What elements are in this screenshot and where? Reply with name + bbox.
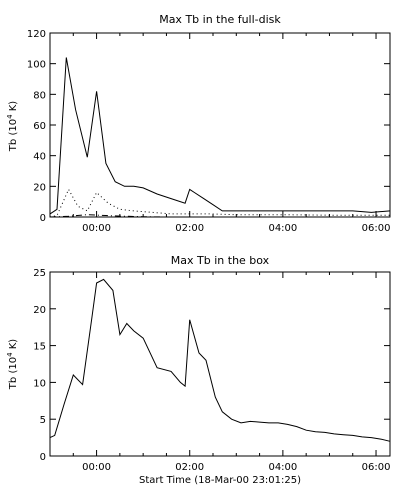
axis-ticks: 0 20 40 60 80 100 120 00:00 02:00 04:00 06:00 [27, 29, 391, 234]
series-group [49, 278, 391, 442]
chart-title: Max Tb in the box [171, 254, 270, 267]
x-tick-label: 04:00 [268, 462, 297, 473]
series-line-dash-dot [49, 214, 390, 218]
y-tick-label: 5 [40, 415, 46, 426]
y-tick-label: 25 [33, 268, 46, 279]
series-group [49, 57, 391, 218]
y-tick-label: 60 [33, 121, 46, 132]
x-tick-label: 04:00 [268, 223, 297, 234]
y-tick-label: 0 [40, 213, 46, 224]
y-tick-label: 15 [33, 342, 46, 353]
plot-frame [49, 271, 391, 457]
y-tick-label: 40 [33, 152, 46, 163]
series-line-solid [49, 278, 391, 442]
x-tick-label: 06:00 [362, 223, 391, 234]
panel-box: Max Tb in the box Tb (104 K) Start Time … [6, 254, 391, 486]
y-tick-label: 20 [33, 305, 46, 316]
x-tick-label: 02:00 [175, 462, 204, 473]
y-tick-label: 20 [33, 182, 46, 193]
x-tick-label: 06:00 [362, 462, 391, 473]
x-axis-label: Start Time (18-Mar-00 23:01:25) [139, 475, 301, 486]
x-tick-label: 00:00 [82, 462, 111, 473]
x-tick-label: 00:00 [82, 223, 111, 234]
x-tick-label: 02:00 [175, 223, 204, 234]
series-line-solid [49, 57, 391, 215]
y-tick-label: 10 [33, 378, 46, 389]
y-axis-label: Tb (104 K) [6, 101, 19, 152]
axis-ticks: 0 5 10 15 20 25 00:00 02:00 04:00 06:00 [33, 268, 390, 473]
y-tick-label: 100 [27, 60, 46, 71]
panel-full-disk: Max Tb in the full-disk Tb (104 K) 0 20 40… [6, 13, 391, 234]
y-tick-label: 0 [40, 452, 46, 463]
y-tick-label: 120 [27, 29, 46, 40]
chart-title: Max Tb in the full-disk [159, 13, 281, 26]
y-tick-label: 80 [33, 90, 46, 101]
series-line-dotted [49, 188, 390, 218]
y-axis-label: Tb (104 K) [6, 339, 19, 390]
